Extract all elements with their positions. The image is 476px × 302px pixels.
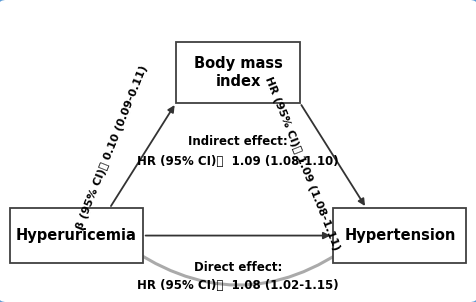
Text: HR (95% CI)： 1.09 (1.08-1.11): HR (95% CI)： 1.09 (1.08-1.11): [263, 75, 341, 252]
FancyBboxPatch shape: [10, 208, 143, 263]
Text: Hyperuricemia: Hyperuricemia: [16, 228, 137, 243]
Text: Hypertension: Hypertension: [344, 228, 456, 243]
Text: Direct effect:: Direct effect:: [194, 261, 282, 274]
Text: Indirect effect:: Indirect effect:: [188, 135, 288, 149]
Text: Body mass
index: Body mass index: [194, 56, 282, 89]
Text: β (95% CI)： 0.10 (0.09-0.11): β (95% CI)： 0.10 (0.09-0.11): [75, 64, 149, 231]
FancyBboxPatch shape: [176, 42, 300, 103]
Text: HR (95% CI)：  1.09 (1.08-1.10): HR (95% CI)： 1.09 (1.08-1.10): [137, 155, 339, 168]
FancyArrowPatch shape: [119, 240, 355, 285]
Text: HR (95% CI)：  1.08 (1.02-1.15): HR (95% CI)： 1.08 (1.02-1.15): [137, 279, 339, 292]
FancyBboxPatch shape: [333, 208, 466, 263]
